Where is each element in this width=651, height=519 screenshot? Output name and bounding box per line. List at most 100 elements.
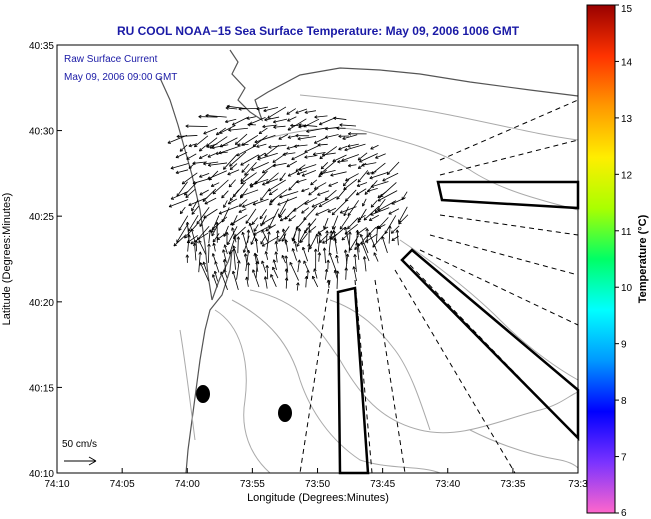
current-vector-head	[272, 159, 276, 163]
current-vector-head	[324, 268, 329, 273]
current-vector	[178, 215, 189, 231]
current-vector-head	[278, 214, 283, 219]
current-vector	[186, 153, 197, 160]
current-vector	[211, 182, 220, 187]
current-vector	[275, 251, 278, 263]
current-vector	[208, 162, 228, 166]
current-vector	[301, 207, 310, 214]
current-vector-head	[207, 163, 212, 167]
current-vector	[268, 144, 287, 148]
current-vector	[336, 255, 339, 264]
current-vector-head	[198, 148, 203, 152]
x-tick-label: 73:3	[568, 479, 588, 490]
current-vector-head	[317, 143, 321, 147]
current-vector-head	[185, 124, 189, 128]
current-vector-head	[269, 202, 273, 206]
current-vector-head	[225, 231, 229, 235]
current-vector	[264, 116, 280, 121]
current-vector-head	[218, 211, 223, 215]
current-vector	[170, 163, 189, 169]
current-vector-head	[250, 167, 255, 171]
current-vector	[211, 144, 229, 149]
current-vector	[295, 108, 308, 114]
current-vector-head	[261, 169, 266, 174]
current-vector	[242, 232, 249, 252]
current-vector	[286, 108, 296, 115]
current-vector	[175, 152, 188, 158]
current-vector-head	[293, 240, 297, 244]
current-vector-head	[272, 163, 276, 168]
current-vector	[261, 215, 276, 225]
current-vector	[314, 115, 328, 118]
current-vector	[356, 230, 358, 245]
current-vector-head	[268, 191, 273, 196]
current-vector-head	[369, 175, 373, 180]
current-vector	[303, 260, 309, 271]
current-vector	[223, 225, 229, 237]
current-vector	[304, 155, 318, 158]
current-vector-head	[297, 136, 301, 141]
current-vector	[381, 236, 388, 253]
current-vector	[247, 229, 249, 243]
current-vector	[288, 180, 298, 191]
current-vector-head	[167, 140, 171, 144]
current-vector	[269, 189, 288, 203]
current-vector	[339, 124, 357, 127]
current-vector-head	[237, 260, 241, 264]
current-vector-head	[223, 166, 227, 170]
current-vector-head	[345, 253, 350, 257]
current-vector	[320, 160, 337, 175]
current-vector-head	[227, 241, 231, 246]
current-vector	[289, 262, 299, 281]
current-vector-head	[239, 193, 244, 198]
current-vector-head	[307, 243, 311, 247]
current-vector	[205, 115, 227, 118]
current-vector	[223, 259, 227, 271]
current-vector-head	[333, 237, 337, 241]
current-vector	[314, 182, 327, 190]
current-vector	[275, 241, 278, 252]
current-vector-head	[287, 135, 291, 139]
current-vector	[336, 270, 339, 289]
current-vector-head	[229, 163, 233, 167]
current-vector	[369, 214, 379, 221]
current-vector	[194, 243, 197, 261]
colorbar-label: Temperature (°C)	[637, 214, 649, 303]
current-vector-head	[173, 243, 177, 247]
current-vector-head	[246, 116, 250, 120]
current-vector-head	[199, 223, 203, 227]
current-vector	[212, 274, 218, 288]
current-vector	[225, 107, 238, 110]
colorbar-tick-label: 12	[621, 170, 633, 181]
current-vector-head	[229, 166, 234, 171]
x-tick-label: 73:55	[240, 479, 265, 490]
current-vector	[188, 143, 198, 147]
current-vector-head	[185, 221, 190, 226]
current-vector	[377, 217, 389, 229]
current-vector	[179, 144, 188, 152]
current-vector	[317, 232, 321, 252]
current-vector-head	[313, 268, 317, 272]
current-vector-head	[344, 226, 348, 231]
current-vector	[317, 226, 329, 234]
current-vector-head	[291, 248, 296, 252]
current-vector-head	[268, 224, 272, 229]
current-vector-head	[261, 229, 265, 233]
current-vector	[356, 182, 368, 187]
current-vector	[370, 144, 379, 150]
current-vector	[357, 208, 367, 223]
current-vector	[279, 172, 286, 182]
current-vector-head	[296, 243, 300, 247]
current-vector	[324, 189, 337, 201]
current-vector	[368, 232, 378, 252]
current-vector-head	[199, 174, 203, 178]
current-vector-head	[284, 268, 289, 272]
current-vector	[327, 279, 330, 289]
current-vector	[344, 223, 358, 235]
current-vector	[331, 199, 348, 216]
current-vector	[233, 248, 236, 270]
current-vector-head	[214, 261, 218, 265]
current-vector-head	[245, 276, 249, 280]
current-vector-head	[211, 232, 215, 237]
current-vector-head	[249, 182, 253, 187]
